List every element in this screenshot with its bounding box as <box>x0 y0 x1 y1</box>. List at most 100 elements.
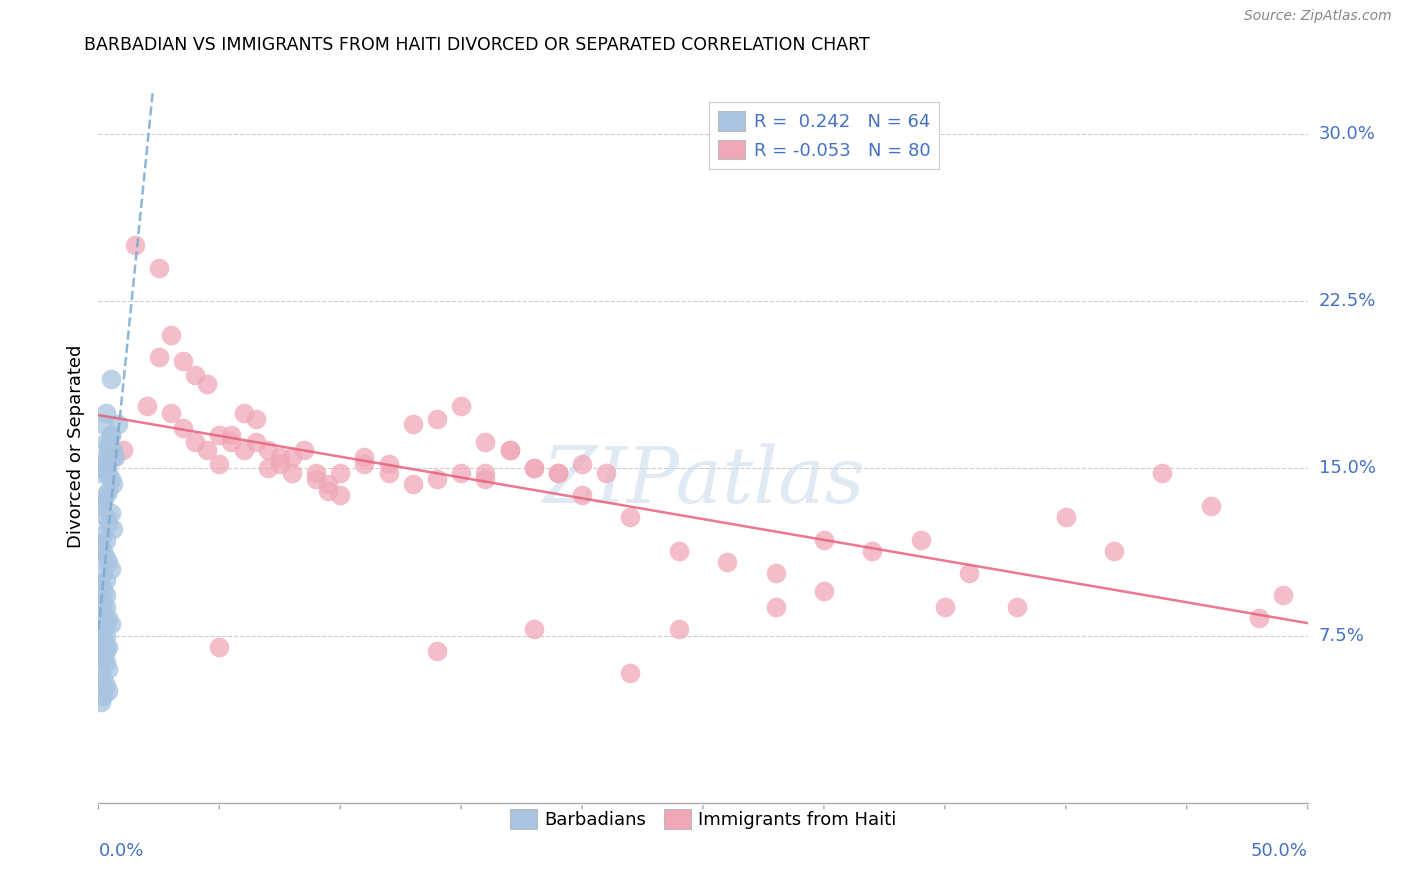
Point <box>160 405 183 419</box>
Point <box>813 533 835 547</box>
Point <box>90 539 112 553</box>
Point <box>208 640 231 654</box>
Point <box>426 644 449 658</box>
Point <box>668 543 690 558</box>
Point <box>94 550 117 565</box>
Point <box>90 628 112 642</box>
Point <box>1272 589 1295 603</box>
Point <box>94 628 117 642</box>
Point <box>172 354 194 368</box>
Point <box>97 466 120 480</box>
Point <box>90 666 112 681</box>
Point <box>124 238 146 252</box>
Point <box>94 533 117 547</box>
Text: 7.5%: 7.5% <box>1319 626 1365 645</box>
Point <box>91 566 114 581</box>
Point <box>305 466 328 480</box>
Point <box>91 543 114 558</box>
Point <box>101 521 124 535</box>
Text: 0.0%: 0.0% <box>98 842 143 860</box>
Point <box>813 583 835 598</box>
Point <box>547 466 569 480</box>
Point <box>1152 466 1174 480</box>
Point <box>957 566 980 581</box>
Point <box>450 399 472 413</box>
Point <box>195 376 218 391</box>
Point <box>934 599 956 614</box>
Point <box>221 427 243 442</box>
Point <box>97 555 120 569</box>
Point <box>97 483 120 498</box>
Point <box>97 516 120 531</box>
Point <box>101 443 124 458</box>
Point <box>571 457 593 471</box>
Point <box>402 417 425 431</box>
Point <box>100 506 122 520</box>
Point <box>111 443 134 458</box>
Legend: Barbadians, Immigrants from Haiti: Barbadians, Immigrants from Haiti <box>502 802 904 837</box>
Point <box>281 450 304 464</box>
Point <box>571 488 593 502</box>
Point <box>91 622 114 636</box>
Point <box>91 595 114 609</box>
Point <box>245 434 267 449</box>
Point <box>353 450 375 464</box>
Point <box>135 399 157 413</box>
Point <box>94 599 117 614</box>
Point <box>91 583 114 598</box>
Point <box>184 368 207 382</box>
Point <box>90 466 112 480</box>
Point <box>100 473 122 487</box>
Point <box>94 434 117 449</box>
Point <box>94 488 117 502</box>
Point <box>90 644 112 658</box>
Text: 50.0%: 50.0% <box>1251 842 1308 860</box>
Point <box>90 696 112 710</box>
Point <box>97 610 120 624</box>
Point <box>91 673 114 687</box>
Point <box>474 434 496 449</box>
Point <box>232 443 254 458</box>
Point <box>94 678 117 692</box>
Point <box>402 476 425 491</box>
Point <box>100 562 122 576</box>
Text: 30.0%: 30.0% <box>1319 125 1375 143</box>
Point <box>94 461 117 475</box>
Point <box>316 476 339 491</box>
Point <box>716 555 738 569</box>
Text: BARBADIAN VS IMMIGRANTS FROM HAITI DIVORCED OR SEPARATED CORRELATION CHART: BARBADIAN VS IMMIGRANTS FROM HAITI DIVOR… <box>84 36 870 54</box>
Point <box>94 640 117 654</box>
Point <box>256 443 278 458</box>
Point <box>94 644 117 658</box>
Point <box>104 450 127 464</box>
Point <box>245 412 267 426</box>
Point <box>765 566 787 581</box>
Point <box>269 457 291 471</box>
Point <box>91 633 114 648</box>
Point <box>269 450 291 464</box>
Point <box>100 372 122 386</box>
Point <box>860 543 883 558</box>
Point <box>1007 599 1029 614</box>
Point <box>97 640 120 654</box>
Point <box>91 651 114 665</box>
Point <box>91 689 114 703</box>
Text: 15.0%: 15.0% <box>1319 459 1375 477</box>
Point <box>100 450 122 464</box>
Point <box>595 466 617 480</box>
Point <box>232 405 254 419</box>
Point <box>91 528 114 542</box>
Point <box>107 417 129 431</box>
Point <box>91 457 114 471</box>
Point <box>97 439 120 453</box>
Point <box>208 457 231 471</box>
Y-axis label: Divorced or Separated: Divorced or Separated <box>66 344 84 548</box>
Point <box>94 405 117 419</box>
Point <box>94 655 117 669</box>
Point <box>547 466 569 480</box>
Point <box>90 607 112 621</box>
Point <box>377 457 399 471</box>
Point <box>195 443 218 458</box>
Point <box>94 510 117 524</box>
Point <box>1249 610 1271 624</box>
